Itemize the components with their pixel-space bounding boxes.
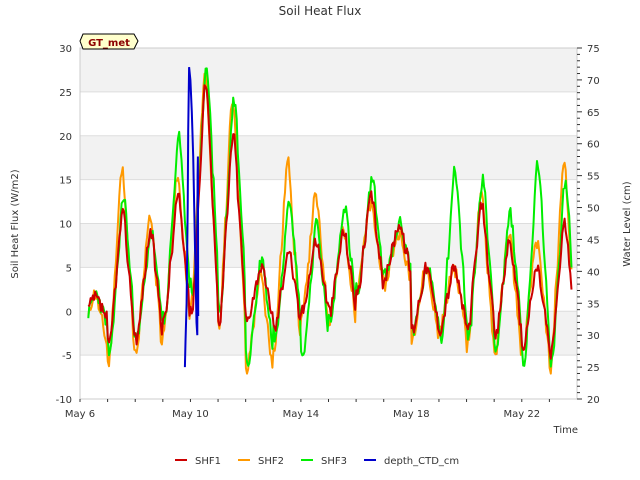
plot-band bbox=[80, 135, 577, 180]
y-tick-label: 5 bbox=[66, 263, 72, 274]
legend-label: depth_CTD_cm bbox=[384, 456, 459, 467]
y-tick-label: 30 bbox=[59, 44, 72, 55]
y2-axis-ticks: 20 25 30 35 40 45 50 55 60 65 70 75 bbox=[577, 44, 600, 406]
annotation-label: GT_met bbox=[88, 38, 130, 49]
y-tick-label: 25 bbox=[59, 88, 72, 99]
legend-item: depth_CTD_cm bbox=[364, 456, 459, 467]
y2-tick-label: 50 bbox=[587, 204, 600, 215]
y2-tick-label: 60 bbox=[587, 140, 600, 151]
legend-item: SHF1 bbox=[175, 456, 221, 467]
legend-label: SHF1 bbox=[195, 456, 221, 467]
series-shf1 bbox=[87, 84, 573, 360]
y2-tick-label: 65 bbox=[587, 108, 600, 119]
plot-band bbox=[80, 48, 577, 92]
legend-label: SHF2 bbox=[258, 456, 284, 467]
y2-axis-label: Water Level (cm) bbox=[622, 181, 633, 266]
y-tick-label: 15 bbox=[59, 176, 72, 187]
y-axis-label: Soil Heat Flux (W/m2) bbox=[10, 169, 21, 278]
legend-item: SHF3 bbox=[301, 456, 347, 467]
series-depth-ctd-cm bbox=[183, 66, 200, 368]
y-tick-label: -10 bbox=[56, 395, 72, 406]
y2-tick-label: 45 bbox=[587, 235, 600, 246]
y2-tick-label: 30 bbox=[587, 331, 600, 342]
y-axis-ticks: -10 -5 0 5 10 15 20 25 30 bbox=[56, 44, 72, 406]
x-tick-label: May 6 bbox=[65, 409, 95, 420]
legend: SHF1 SHF2 SHF3 depth_CTD_cm bbox=[175, 456, 459, 467]
x-axis-ticks: May 6 May 10 May 14 May 18 May 22 bbox=[65, 399, 550, 420]
plot-band bbox=[80, 223, 577, 268]
x-tick-label: May 14 bbox=[283, 409, 320, 420]
series-lines bbox=[87, 66, 573, 375]
y-tick-label: 0 bbox=[66, 307, 72, 318]
y2-tick-label: 75 bbox=[587, 44, 600, 55]
y2-tick-label: 40 bbox=[587, 267, 600, 278]
annotation-shape bbox=[79, 33, 139, 50]
y2-tick-label: 35 bbox=[587, 299, 600, 310]
annotation-box: GT_met bbox=[79, 33, 139, 50]
y2-tick-label: 70 bbox=[587, 76, 600, 87]
y-tick-label: -5 bbox=[62, 351, 72, 362]
chart-title: Soil Heat Flux bbox=[279, 4, 362, 18]
legend-item: SHF2 bbox=[238, 456, 284, 467]
y-tick-label: 10 bbox=[59, 220, 72, 231]
y2-tick-label: 20 bbox=[587, 395, 600, 406]
x-tick-label: May 18 bbox=[393, 409, 430, 420]
legend-label: SHF3 bbox=[321, 456, 347, 467]
y2-tick-label: 25 bbox=[587, 363, 600, 374]
x-tick-label: May 10 bbox=[172, 409, 209, 420]
x-tick-label: May 22 bbox=[503, 409, 540, 420]
x-axis-label: Time bbox=[553, 425, 578, 436]
y-tick-label: 20 bbox=[59, 132, 72, 143]
y2-tick-label: 55 bbox=[587, 172, 600, 183]
